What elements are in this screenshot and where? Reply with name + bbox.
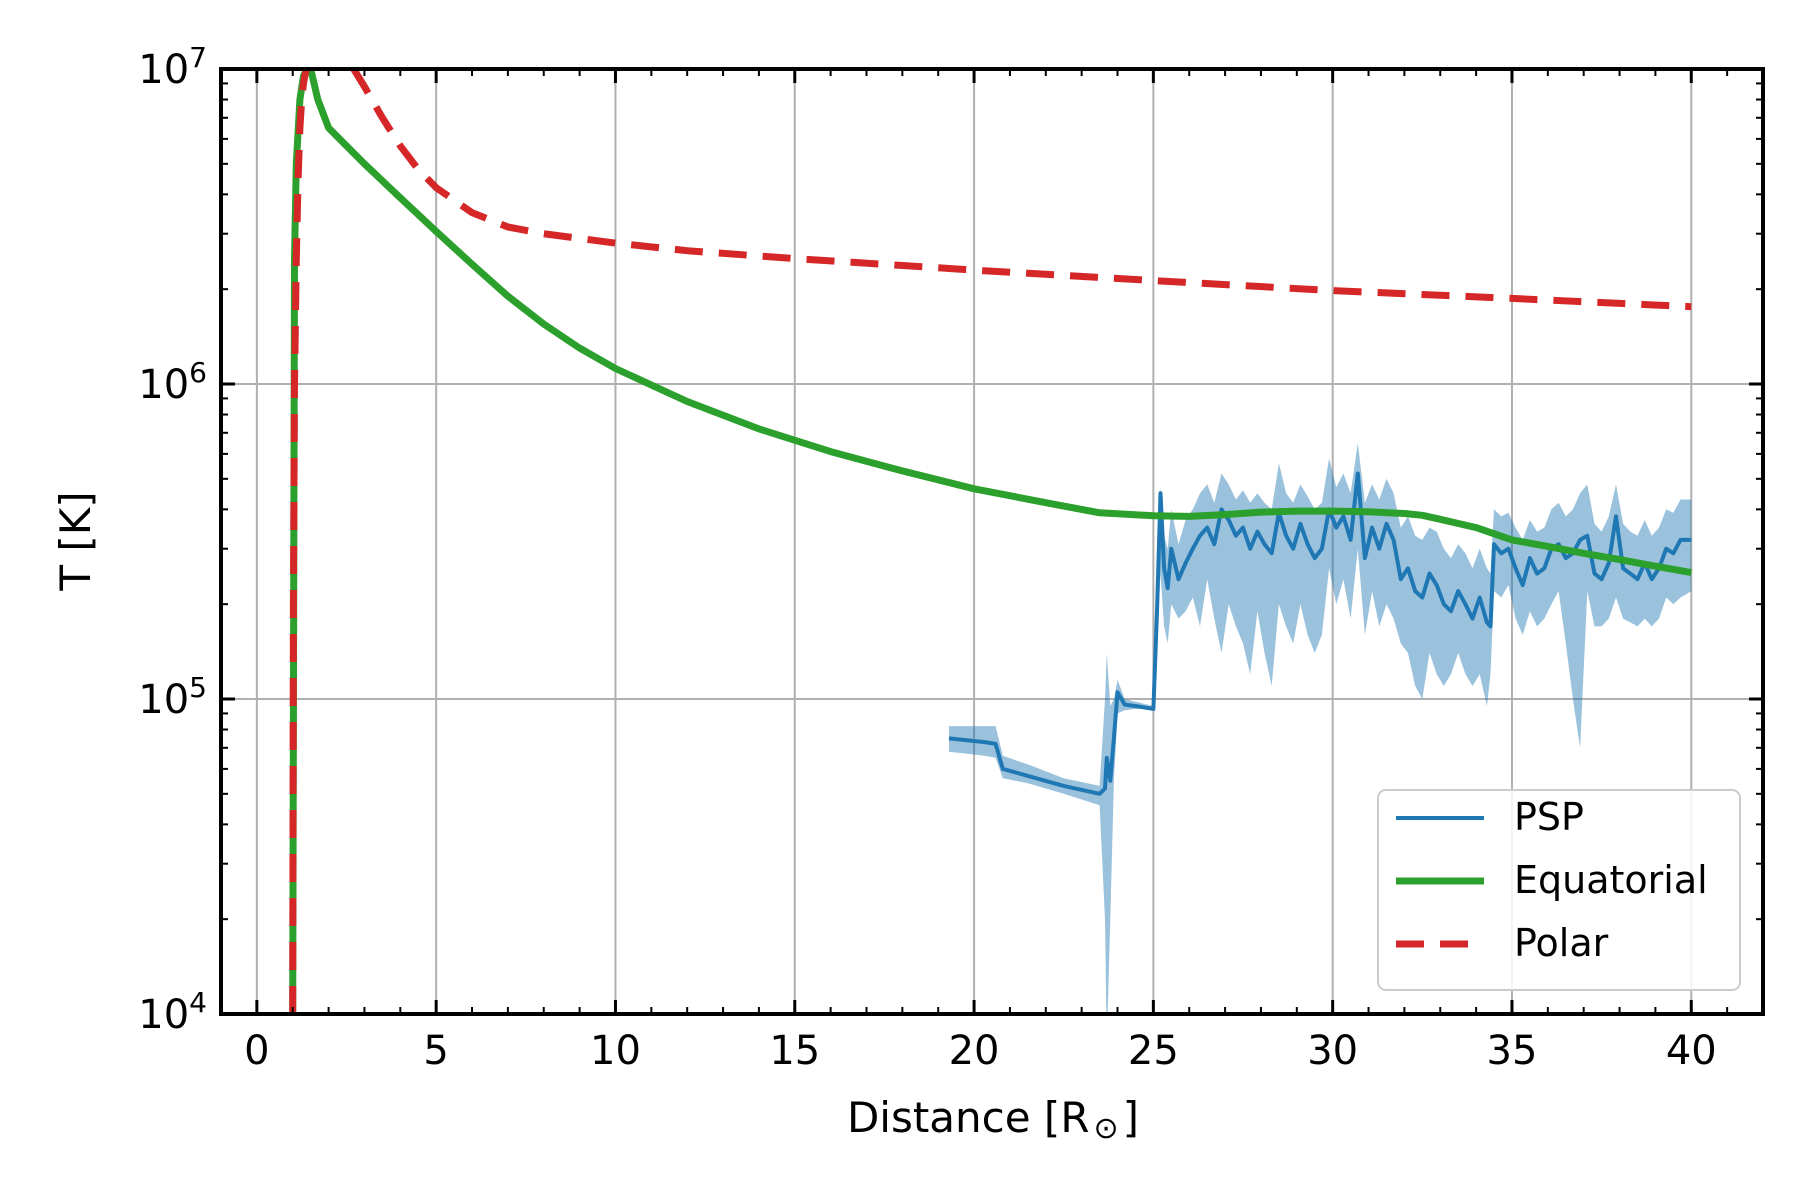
y-tick-label: 106 [138, 356, 207, 408]
psp-band [949, 442, 1692, 1014]
x-axis-label: Distance [R ⊙] [847, 1093, 1139, 1146]
x-tick-label: 10 [590, 1028, 641, 1074]
y-tick-label: 104 [138, 986, 207, 1038]
legend-label-psp: PSP [1514, 795, 1584, 839]
x-tick-label: 25 [1128, 1028, 1179, 1074]
legend-box [1377, 789, 1741, 991]
legend: PSP Equatorial Polar [1377, 789, 1741, 991]
psp-uncertainty-band [949, 442, 1692, 1014]
plot-frame [219, 67, 1765, 1016]
x-tick-label: 20 [949, 1028, 1000, 1074]
x-tick-label: 0 [244, 1028, 269, 1074]
x-tick-label: 40 [1666, 1028, 1717, 1074]
x-tick-label: 5 [423, 1028, 448, 1074]
x-tick-label: 15 [769, 1028, 820, 1074]
y-tick-label: 107 [138, 41, 207, 93]
series-lines [289, 69, 1692, 1014]
y-tick-label: 105 [138, 671, 207, 723]
psp-line [948, 471, 1692, 796]
equatorial-line [289, 69, 1692, 1014]
polar-line-outer [350, 69, 1692, 311]
x-tick-labels: 0 5 10 15 20 25 30 35 40 [244, 1028, 1717, 1074]
legend-label-polar: Polar [1514, 921, 1609, 965]
polar-line [289, 69, 311, 1014]
axis-ticks [220, 67, 1764, 1016]
legend-label-equatorial: Equatorial [1514, 858, 1708, 902]
y-tick-labels: 104 105 106 107 [138, 41, 207, 1038]
x-tick-label: 35 [1487, 1028, 1538, 1074]
y-axis-label: T [K] [51, 491, 100, 591]
x-tick-label: 30 [1307, 1028, 1358, 1074]
